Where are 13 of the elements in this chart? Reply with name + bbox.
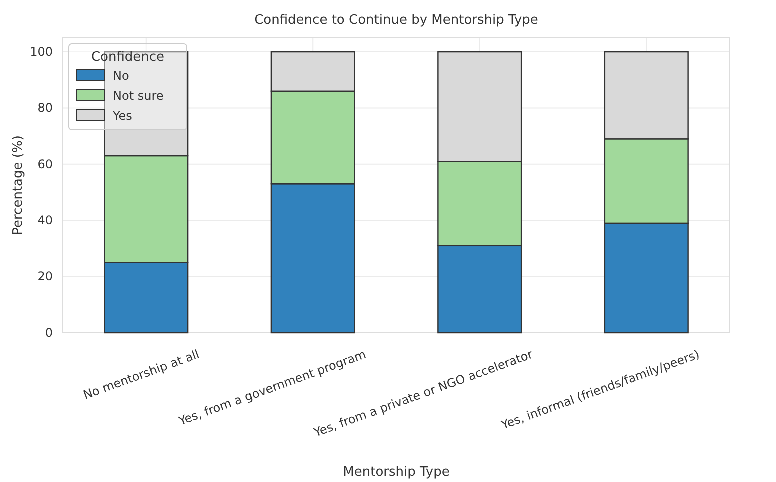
legend-label: No <box>113 69 130 83</box>
legend-label: Not sure <box>113 89 164 103</box>
y-tick-label: 40 <box>38 213 53 228</box>
y-tick-label: 20 <box>38 270 53 284</box>
y-tick-label: 100 <box>30 44 53 59</box>
y-axis-title: Percentage (%) <box>11 136 26 236</box>
legend-label: Yes <box>112 109 132 123</box>
y-tick-label: 60 <box>38 157 53 172</box>
y-tick-label: 80 <box>38 101 53 116</box>
x-axis-title: Mentorship Type <box>343 465 450 480</box>
legend-title: Confidence <box>91 50 165 65</box>
y-tick-label: 0 <box>45 326 53 340</box>
chart-title: Confidence to Continue by Mentorship Type <box>254 13 538 28</box>
